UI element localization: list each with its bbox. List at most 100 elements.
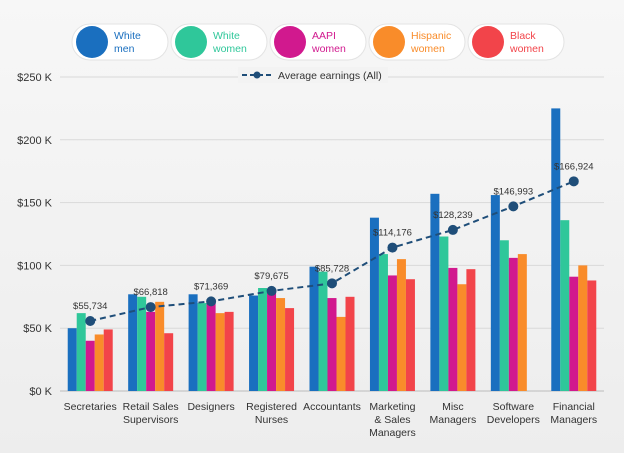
bar (188, 294, 198, 391)
average-data-label: $146,993 (494, 186, 534, 197)
bar (276, 298, 286, 391)
average-legend-label: Average earnings (All) (278, 70, 382, 82)
bar (448, 267, 458, 391)
bar (224, 311, 234, 391)
text-line: Misc (442, 401, 464, 413)
bar (249, 295, 259, 391)
bar (387, 275, 397, 391)
text-line: White (114, 30, 141, 42)
average-point (206, 296, 217, 307)
bar (267, 289, 277, 391)
text-line: Designers (187, 401, 234, 413)
bar (551, 108, 561, 392)
legend-swatch (175, 26, 207, 58)
legend-swatch (373, 26, 405, 58)
bar (508, 257, 518, 391)
bar (318, 271, 328, 391)
text-line: & Sales (374, 414, 410, 426)
bar (499, 240, 509, 391)
bar (578, 265, 588, 391)
bar (439, 236, 449, 391)
text-line: Secretaries (64, 401, 117, 413)
bar (285, 308, 295, 391)
legend-swatch (472, 26, 504, 58)
bar (128, 294, 138, 391)
average-point (266, 285, 277, 296)
bar (396, 259, 406, 391)
x-tick-label: Registered Nurses (246, 401, 297, 426)
average-data-label: $55,734 (73, 301, 107, 312)
bar (85, 340, 95, 391)
text-line: Nurses (255, 414, 288, 426)
text-line: Supervisors (123, 414, 178, 426)
text-line: Hispanic (411, 30, 451, 42)
text-line: Managers (369, 427, 416, 439)
legend-swatch (76, 26, 108, 58)
bar (405, 279, 415, 391)
bar (258, 288, 268, 391)
y-tick-label: $150 K (17, 198, 53, 210)
bar (517, 254, 527, 391)
text-line: women (311, 43, 346, 55)
y-tick-label: $0 K (29, 386, 52, 398)
legend-label: White men (114, 30, 141, 55)
average-point (85, 315, 96, 326)
bar (457, 284, 467, 391)
text-line: Software (493, 401, 535, 413)
text-line: Marketing (369, 401, 415, 413)
average-data-label: $128,239 (433, 210, 473, 221)
y-tick-label: $200 K (17, 135, 53, 147)
text-line: White (213, 30, 240, 42)
bar (197, 303, 207, 391)
y-tick-label: $250 K (17, 72, 53, 84)
legend-label: Black women (509, 30, 544, 55)
text-line: women (212, 43, 247, 55)
average-data-label: $71,369 (194, 281, 228, 292)
bar (369, 217, 379, 391)
x-tick-label: Accountants (303, 401, 361, 413)
text-line: women (509, 43, 544, 55)
average-data-label: $66,818 (133, 287, 167, 298)
y-tick-label: $50 K (23, 323, 52, 335)
bar (430, 193, 440, 391)
average-point (447, 224, 458, 235)
legend-label: AAPI women (311, 30, 346, 55)
text-line: Developers (487, 414, 540, 426)
x-tick-label: Financial Managers (550, 401, 597, 426)
bar (336, 316, 346, 391)
average-data-label: $114,176 (373, 228, 412, 239)
bar (466, 269, 476, 391)
text-line: men (114, 43, 135, 55)
bar (137, 296, 147, 391)
average-point (145, 302, 156, 313)
bar (215, 313, 225, 391)
average-legend-dot (253, 71, 261, 79)
text-line: Managers (430, 414, 477, 426)
legend-swatch (274, 26, 306, 58)
text-line: women (410, 43, 445, 55)
bar (146, 311, 156, 391)
x-tick-label: Designers (187, 401, 234, 413)
average-data-label: $79,675 (254, 271, 288, 282)
average-point (327, 278, 337, 289)
bar (345, 296, 355, 391)
average-data-label: $166,924 (554, 161, 594, 172)
x-tick-label: Marketing & Sales Managers (369, 401, 416, 439)
text-line: Black (510, 30, 536, 42)
bar (155, 301, 165, 391)
y-tick-label: $100 K (17, 260, 53, 272)
bar (76, 313, 86, 391)
legend-label: White women (212, 30, 247, 55)
bar (587, 280, 597, 391)
average-point (508, 201, 519, 212)
text-line: AAPI (312, 30, 336, 42)
average-legend-bg (238, 67, 388, 83)
text-line: Registered (246, 401, 297, 413)
bar (560, 220, 570, 391)
average-data-label: $85,728 (315, 263, 349, 274)
text-line: Managers (550, 414, 597, 426)
bar (206, 299, 216, 391)
bar (94, 334, 104, 391)
